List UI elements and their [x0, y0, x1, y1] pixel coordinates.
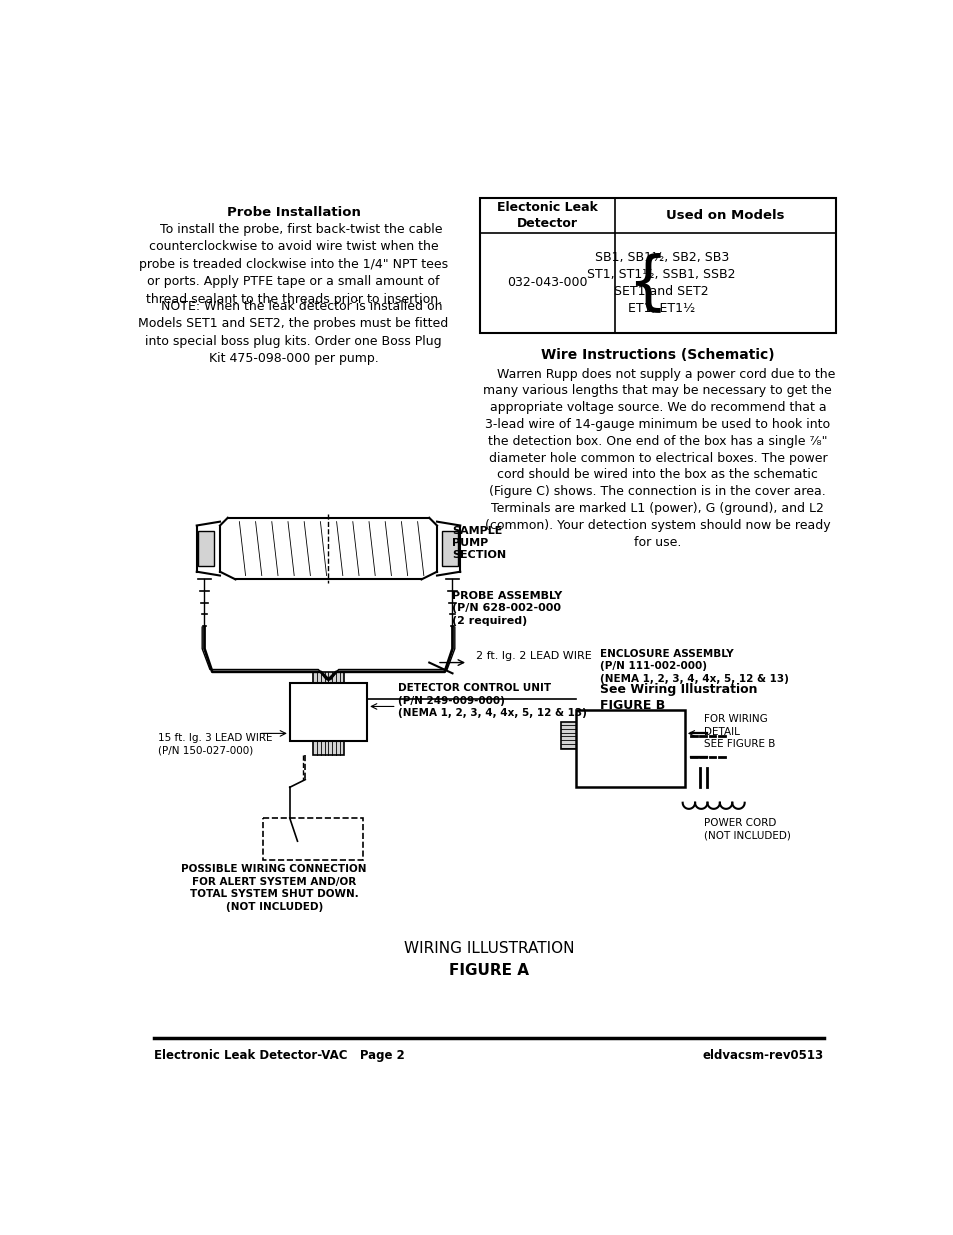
- Text: SB1, SB1½, SB2, SB3
ST1, ST1½, SSB1, SSB2
SET1 and SET2
ET1, ET1½: SB1, SB1½, SB2, SB3 ST1, ST1½, SSB1, SSB…: [587, 251, 735, 315]
- Bar: [576, 710, 684, 787]
- Text: Used on Models: Used on Models: [666, 209, 784, 222]
- Circle shape: [357, 732, 364, 739]
- Circle shape: [293, 732, 298, 739]
- Text: 032-043-000: 032-043-000: [507, 277, 587, 289]
- Circle shape: [357, 687, 364, 693]
- Text: To install the probe, first back-twist the cable
counterclockwise to avoid wire : To install the probe, first back-twist t…: [139, 222, 448, 306]
- Bar: [313, 672, 344, 685]
- Bar: [313, 741, 344, 755]
- Text: See Wiring Illustration
FIGURE B: See Wiring Illustration FIGURE B: [599, 683, 757, 713]
- Text: PROBE ASSEMBLY
(P/N 628-002-000
(2 required): PROBE ASSEMBLY (P/N 628-002-000 (2 requi…: [452, 592, 562, 626]
- Circle shape: [675, 778, 681, 784]
- Circle shape: [675, 714, 681, 720]
- Text: 15 ft. lg. 3 LEAD WIRE
(P/N 150-027-000): 15 ft. lg. 3 LEAD WIRE (P/N 150-027-000): [158, 734, 273, 756]
- Bar: [579, 714, 680, 783]
- Bar: [262, 818, 363, 861]
- Text: SAMPLE
PUMP
SECTION: SAMPLE PUMP SECTION: [452, 526, 506, 561]
- Text: ENCLOSURE ASSEMBLY
(P/N 111-002-000)
(NEMA 1, 2, 3, 4, 4x, 5, 12 & 13): ENCLOSURE ASSEMBLY (P/N 111-002-000) (NE…: [599, 648, 788, 683]
- Bar: [290, 683, 367, 741]
- Text: Warren Rupp does not supply a power cord due to the
many various lengths that ma: Warren Rupp does not supply a power cord…: [480, 368, 834, 548]
- Circle shape: [293, 687, 298, 693]
- Text: 2 ft. lg. 2 LEAD WIRE: 2 ft. lg. 2 LEAD WIRE: [476, 651, 591, 662]
- Circle shape: [579, 714, 585, 720]
- Bar: [442, 531, 457, 567]
- Text: DETECTOR CONTROL UNIT
(P/N 249-009-000)
(NEMA 1, 2, 3, 4, 4x, 5, 12 & 13): DETECTOR CONTROL UNIT (P/N 249-009-000) …: [397, 683, 586, 718]
- Bar: [198, 531, 213, 567]
- Text: FOR WIRING
DETAIL
SEE FIGURE B: FOR WIRING DETAIL SEE FIGURE B: [703, 714, 775, 748]
- Text: WIRING ILLUSTRATION: WIRING ILLUSTRATION: [403, 941, 574, 956]
- Text: eldvacsm-rev0513: eldvacsm-rev0513: [701, 1049, 822, 1062]
- Text: POWER CORD
(NOT INCLUDED): POWER CORD (NOT INCLUDED): [703, 818, 790, 841]
- Circle shape: [579, 778, 585, 784]
- Text: {: {: [626, 252, 667, 314]
- Text: Probe Installation: Probe Installation: [227, 206, 360, 219]
- Circle shape: [618, 730, 631, 742]
- Text: Electonic Leak
Detector: Electonic Leak Detector: [497, 201, 598, 230]
- Bar: [479, 199, 835, 333]
- Circle shape: [618, 756, 631, 768]
- Text: NOTE: When the leak detector is installed on
Models SET1 and SET2, the probes mu: NOTE: When the leak detector is installe…: [138, 300, 448, 366]
- Text: Electronic Leak Detector-VAC   Page 2: Electronic Leak Detector-VAC Page 2: [154, 1049, 404, 1062]
- Text: FIGURE A: FIGURE A: [449, 963, 528, 978]
- Text: POSSIBLE WIRING CONNECTION
FOR ALERT SYSTEM AND/OR
TOTAL SYSTEM SHUT DOWN.
(NOT : POSSIBLE WIRING CONNECTION FOR ALERT SYS…: [181, 864, 367, 911]
- Bar: [560, 721, 578, 748]
- Text: Wire Instructions (Schematic): Wire Instructions (Schematic): [540, 348, 774, 362]
